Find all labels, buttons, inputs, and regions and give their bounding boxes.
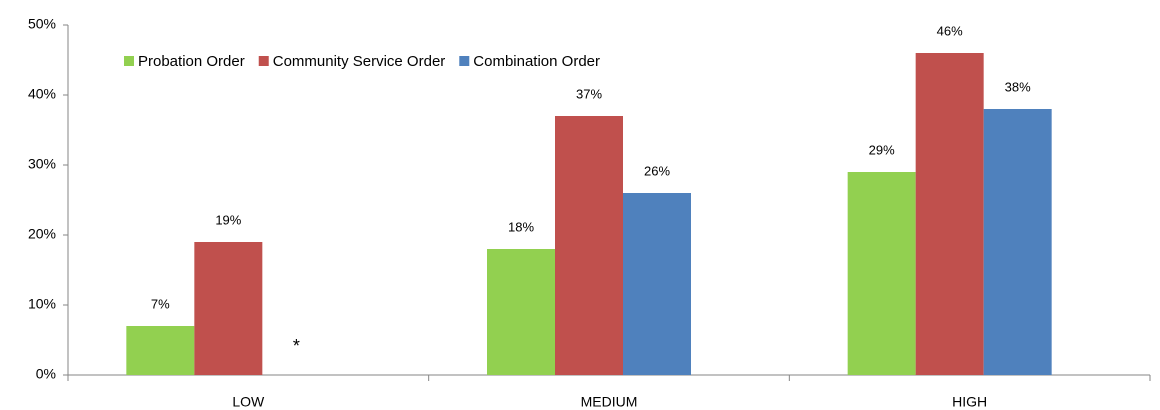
bar (983, 109, 1052, 375)
legend-swatch (124, 56, 134, 66)
legend-swatch (258, 56, 269, 66)
x-tick-label: LOW (232, 394, 265, 410)
legend-swatch (459, 56, 470, 66)
y-tick-label: 30% (28, 156, 56, 172)
legend-label: Probation Order (138, 53, 245, 70)
value-label: 7% (151, 296, 170, 311)
bar (555, 116, 623, 375)
y-tick-label: 20% (28, 226, 56, 242)
bar (194, 242, 263, 375)
bar (915, 53, 984, 375)
bar (487, 249, 555, 375)
value-label: 26% (644, 163, 670, 178)
value-label: 18% (508, 219, 534, 234)
y-tick-label: 50% (28, 16, 56, 32)
value-label: 29% (869, 142, 895, 157)
legend-label: Community Service Order (273, 53, 446, 70)
x-tick-label: MEDIUM (581, 394, 638, 410)
x-tick-label: HIGH (952, 394, 987, 410)
value-label: 46% (937, 23, 963, 38)
y-tick-label: 0% (36, 366, 56, 382)
value-label: * (293, 336, 300, 356)
y-tick-label: 10% (28, 296, 56, 312)
value-label: 19% (215, 212, 241, 227)
bar (126, 326, 195, 375)
bar (623, 193, 691, 375)
value-label: 38% (1005, 79, 1031, 94)
bar (847, 172, 916, 375)
legend-label: Combination Order (473, 53, 600, 70)
y-tick-label: 40% (28, 86, 56, 102)
value-label: 37% (576, 86, 602, 101)
